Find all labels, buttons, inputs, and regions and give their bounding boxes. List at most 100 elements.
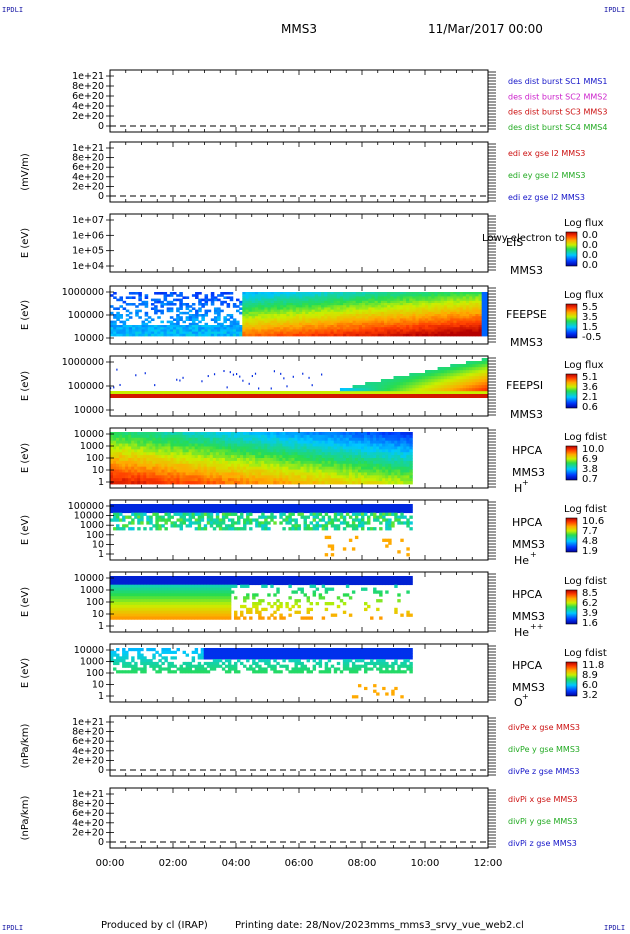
spectro-cell (223, 320, 227, 324)
spectro-cell (134, 452, 138, 456)
spectro-cell (200, 434, 205, 439)
spectro-cell (157, 394, 161, 398)
spectro-cell (258, 432, 262, 436)
spectro-cell (233, 463, 238, 468)
spectro-cell (152, 463, 156, 468)
spectro-cell (179, 316, 183, 319)
spectro-cell (119, 329, 123, 332)
spectro-cell (333, 469, 338, 473)
spectro-cell (188, 314, 193, 317)
spectro-cell (273, 333, 278, 337)
spectro-cell (116, 506, 120, 511)
spectro-cell (169, 316, 174, 319)
spectro-cell (163, 333, 168, 337)
spectro-cell (453, 300, 457, 304)
spectro-cell (311, 322, 316, 326)
spectro-cell (289, 325, 294, 328)
spectro-cell (254, 309, 259, 313)
spectro-cell (227, 475, 232, 479)
spectro-cell (161, 466, 165, 470)
spectro-cell (113, 460, 117, 465)
spectro-cell (440, 296, 445, 299)
spectro-cell (418, 309, 423, 313)
spectro-cell (169, 309, 174, 313)
spectro-cell (431, 376, 435, 380)
spectro-cell (333, 443, 338, 447)
spectro-cell (233, 469, 238, 473)
spectro-cell (295, 391, 300, 394)
spectro-cell (346, 325, 350, 328)
spectro-cell (412, 300, 416, 304)
spectro-cell (364, 478, 368, 482)
spectro-cell (291, 432, 295, 436)
spectro-cell (317, 311, 322, 315)
spectro-cell (217, 314, 221, 317)
spectro-cell (415, 333, 420, 337)
spectro-cell (188, 449, 193, 453)
spectro-cell (390, 325, 394, 328)
spectro-cell (397, 472, 401, 476)
spectro-cell (134, 478, 138, 482)
spectro-cell (484, 329, 489, 332)
spectro-cell (173, 481, 177, 485)
spectro-cell (472, 318, 476, 321)
spectro-cell (283, 300, 287, 304)
spectro-cell (224, 434, 229, 439)
spectro-cell (365, 331, 369, 335)
spectro-cell (152, 432, 156, 436)
spectro-cell (273, 305, 278, 308)
spectro-cell (484, 316, 489, 319)
spectro-cell (191, 475, 196, 479)
spectro-cell (243, 432, 247, 436)
spectro-cell (122, 331, 127, 335)
spectro-cell (227, 432, 232, 436)
spectro-cell (339, 481, 344, 485)
spectro-cell (450, 316, 454, 319)
colorbar-tick-2-0: 0.0 (582, 230, 598, 241)
spectro-cell (223, 318, 227, 321)
spectro-cell (447, 303, 451, 306)
spectro-cell (314, 316, 319, 319)
spectro-cell (125, 515, 129, 519)
spectro-cell (399, 309, 404, 313)
spectro-cell (403, 432, 407, 436)
spectro-cell (478, 367, 483, 371)
spectro-cell (169, 322, 174, 326)
spectro-cell (255, 469, 259, 473)
spectro-cell (223, 300, 227, 304)
spectro-cell (379, 475, 383, 479)
spectro-cell (330, 318, 335, 321)
spectro-cell (194, 432, 199, 436)
spectro-cell (206, 463, 211, 468)
spectro-cell (391, 432, 395, 436)
spectro-cell (261, 469, 265, 473)
spectro-cell (336, 455, 341, 459)
spectro-cell (472, 379, 476, 383)
spectro-cell (206, 478, 211, 482)
spectro-cell (197, 463, 202, 468)
spectro-cell (418, 391, 423, 394)
spectro-cell (255, 449, 259, 453)
spectro-cell (132, 391, 136, 394)
spectro-cell (346, 329, 350, 332)
spectro-cell (339, 460, 344, 465)
spectro-cell (276, 463, 280, 468)
spectro-cell (226, 296, 231, 299)
spectro-cell (128, 458, 132, 462)
spectro-cell (128, 434, 132, 439)
spectro-cell (321, 391, 325, 394)
spectro-cell (176, 391, 180, 394)
spectro-cell (210, 303, 215, 306)
spectro-cell (382, 449, 386, 453)
spectro-cell (154, 331, 158, 335)
spectro-cell (440, 292, 445, 295)
spectro-cell (380, 388, 385, 392)
spectro-cell (469, 391, 473, 394)
spectro-cell (176, 329, 180, 332)
spectro-cell (154, 305, 158, 308)
spectro-cell (224, 475, 229, 479)
spectro-cell (327, 327, 331, 330)
spectro-cell (374, 305, 379, 308)
spectro-cell (169, 300, 174, 304)
spectro-cell (302, 296, 306, 299)
